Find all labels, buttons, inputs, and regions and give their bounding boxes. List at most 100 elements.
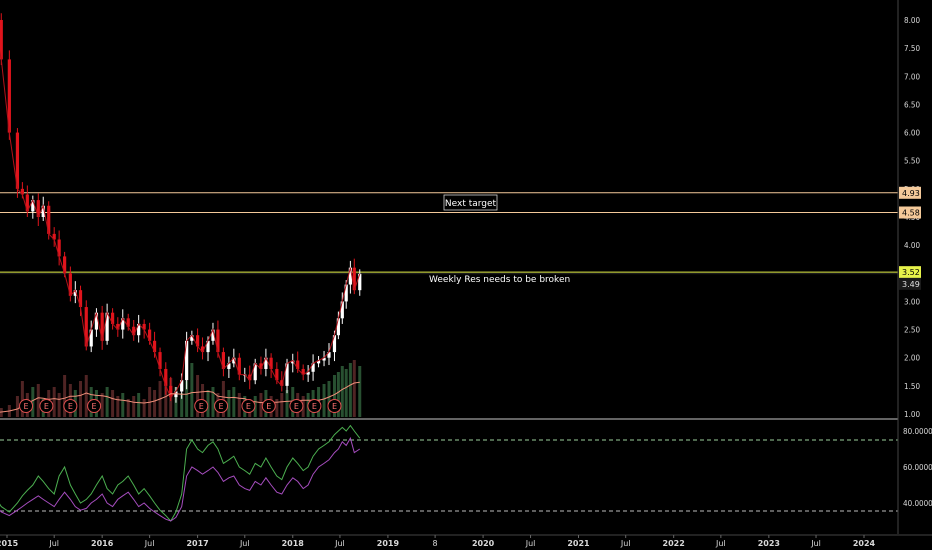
volume-bar-31 xyxy=(164,375,168,417)
volume-bar-43 xyxy=(227,390,231,417)
volume-bar-23 xyxy=(121,393,125,417)
price-tick-2: 7.00 xyxy=(904,72,920,81)
volume-bar-44 xyxy=(232,387,236,417)
current-price-tag-bg xyxy=(899,277,921,290)
volume-bar-36 xyxy=(190,363,194,417)
price-tick-8: 4.00 xyxy=(904,241,920,250)
time-tick-16: 2023 xyxy=(758,539,780,548)
earnings-marker-10[interactable] xyxy=(327,399,342,413)
earnings-marker-2[interactable] xyxy=(63,399,78,413)
earnings-marker-5[interactable] xyxy=(214,399,229,413)
earnings-marker-label-7: E xyxy=(266,402,271,411)
volume-bar-10 xyxy=(52,387,56,417)
volume-bar-11 xyxy=(57,393,61,417)
candle-body-36 xyxy=(190,335,194,341)
price-axis[interactable]: 8.007.507.006.506.005.505.004.504.003.50… xyxy=(897,0,932,534)
hline-tag-bg-0 xyxy=(899,186,921,199)
candle-body-22 xyxy=(116,323,120,330)
volume-bar-16 xyxy=(84,375,88,417)
candle-body-43 xyxy=(227,363,231,369)
candle-body-32 xyxy=(169,385,173,398)
volume-bar-7 xyxy=(36,384,40,417)
volume-bar-4 xyxy=(20,381,24,417)
candle-body-34 xyxy=(180,380,184,392)
oscillator-axis-ticks: 80.0000 60.0000 40.0000 xyxy=(903,427,932,508)
time-tick-14: 2022 xyxy=(663,539,685,548)
volume-bar-37 xyxy=(196,375,200,417)
candle-body-6 xyxy=(31,200,35,212)
earnings-marker-4[interactable] xyxy=(194,399,209,413)
candle-body-48 xyxy=(253,363,257,381)
oscillator-lines xyxy=(0,424,361,522)
earnings-marker-label-10: E xyxy=(332,402,337,411)
volume-bar-15 xyxy=(79,381,83,417)
price-tick-0: 8.00 xyxy=(904,16,920,25)
annotation-next-target[interactable]: Next target xyxy=(443,194,498,211)
candle-body-7 xyxy=(36,200,40,217)
candle-body-1 xyxy=(0,20,3,60)
candle-body-52 xyxy=(275,368,279,381)
volume-bar-24 xyxy=(126,399,130,417)
volume-bar-63 xyxy=(332,375,336,417)
hline-tag-0: 4.93 xyxy=(902,189,920,198)
earnings-marker-0[interactable] xyxy=(19,399,34,413)
candle-body-42 xyxy=(221,352,226,369)
candle-body-4 xyxy=(20,188,24,195)
volume-bar-61 xyxy=(322,384,326,417)
volume-bar-21 xyxy=(111,390,115,417)
time-tick-2: 2016 xyxy=(91,539,114,548)
earnings-marker-9[interactable] xyxy=(307,399,322,413)
candle-body-5 xyxy=(25,194,29,212)
volume-bar-64 xyxy=(336,372,340,417)
time-tick-4: 2017 xyxy=(186,539,208,548)
candle-body-69 xyxy=(358,273,362,291)
oscillator-tick-1: 60.0000 xyxy=(903,463,932,472)
price-close-line xyxy=(0,50,361,398)
volume-bar-67 xyxy=(348,363,352,417)
price-pane[interactable]: E E E E E E E E E E E Next target Weekly Res needs… xyxy=(0,4,898,417)
price-tick-14: 1.00 xyxy=(904,410,920,419)
candle-body-60 xyxy=(316,360,321,364)
candle-body-12 xyxy=(63,256,67,274)
weekly-res-annotation[interactable]: Weekly Res needs to be broken xyxy=(429,275,570,285)
candle-body-40 xyxy=(211,329,215,341)
price-tick-5: 5.50 xyxy=(904,157,920,166)
time-axis-ticks: 2015 Jul 2016 Jul 2017 Jul 2018 Jul 2019 8 2020 Jul… xyxy=(0,535,876,548)
volume-bar-66 xyxy=(344,369,348,417)
candle-body-63 xyxy=(332,335,337,353)
time-tick-11: Jul xyxy=(525,539,536,548)
candle-body-21 xyxy=(110,312,115,324)
time-axis[interactable]: 2015 Jul 2016 Jul 2017 Jul 2018 Jul 2019 8 2020 Jul… xyxy=(0,534,932,548)
next-target-box xyxy=(443,194,498,211)
earnings-marker-8[interactable] xyxy=(289,399,304,413)
candle-body-56 xyxy=(296,360,300,369)
time-tick-3: Jul xyxy=(144,539,155,548)
candle-body-55 xyxy=(291,360,295,364)
earnings-marker-6[interactable] xyxy=(241,399,256,413)
candle-body-28 xyxy=(148,329,152,341)
volume-bar-35 xyxy=(185,381,189,417)
time-tick-1: Jul xyxy=(48,539,59,548)
candle-body-54 xyxy=(285,363,289,386)
candle-body-24 xyxy=(126,318,130,327)
earnings-marker-7[interactable] xyxy=(261,399,276,413)
candle-body-59 xyxy=(311,363,315,372)
candle-body-45 xyxy=(237,357,241,375)
candle-body-16 xyxy=(84,307,88,347)
price-tick-3: 6.50 xyxy=(904,100,920,109)
time-tick-7: Jul xyxy=(334,539,345,548)
time-tick-18: 2024 xyxy=(853,539,876,548)
earnings-marker-3[interactable] xyxy=(87,399,102,413)
time-tick-6: 2018 xyxy=(282,539,305,548)
current-price-tag: 3.49 xyxy=(902,280,920,289)
candle-body-49 xyxy=(259,363,263,369)
oscillator-pane[interactable] xyxy=(0,424,898,522)
candle-body-58 xyxy=(306,371,310,375)
earnings-marker-label-6: E xyxy=(246,402,251,411)
earnings-marker-1[interactable] xyxy=(39,399,54,413)
volume-bar-42 xyxy=(221,381,225,417)
volume-bar-69 xyxy=(358,366,362,417)
candle-body-50 xyxy=(264,357,268,369)
